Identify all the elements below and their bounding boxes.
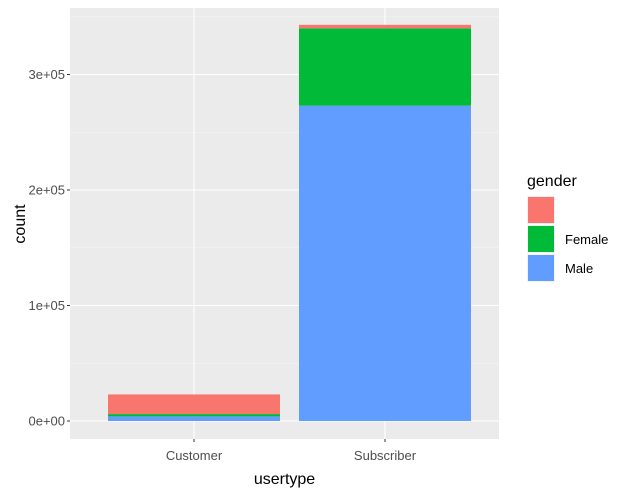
- legend-swatch: [528, 226, 554, 252]
- bar-segment-male-subscriber: [299, 105, 471, 421]
- x-tick-label: Subscriber: [354, 448, 417, 463]
- legend-label: Male: [565, 261, 593, 276]
- y-tick-label: 0e+00: [28, 414, 65, 429]
- y-axis-title: count: [12, 204, 29, 244]
- bars: [108, 24, 471, 421]
- legend-swatch: [528, 255, 554, 281]
- y-axis-ticks: 0e+00 1e+05 2e+05 3e+05: [28, 67, 70, 429]
- y-tick-label: 2e+05: [28, 183, 65, 198]
- bar-segment-na-subscriber: [299, 24, 471, 29]
- bar-segment-na-customer: [108, 394, 280, 415]
- bar-segment-male-customer: [108, 416, 280, 421]
- y-tick-label: 1e+05: [28, 298, 65, 313]
- x-axis-title: usertype: [254, 471, 315, 488]
- legend: gender Female Male: [527, 173, 608, 282]
- x-axis-ticks: Customer Subscriber: [166, 439, 417, 463]
- legend-title: gender: [527, 173, 577, 190]
- x-tick-label: Customer: [166, 448, 223, 463]
- bar-segment-female-subscriber: [299, 28, 471, 106]
- y-tick-label: 3e+05: [28, 67, 65, 82]
- legend-swatch: [528, 197, 554, 223]
- bar-segment-female-customer: [108, 414, 280, 417]
- legend-label: Female: [565, 232, 608, 247]
